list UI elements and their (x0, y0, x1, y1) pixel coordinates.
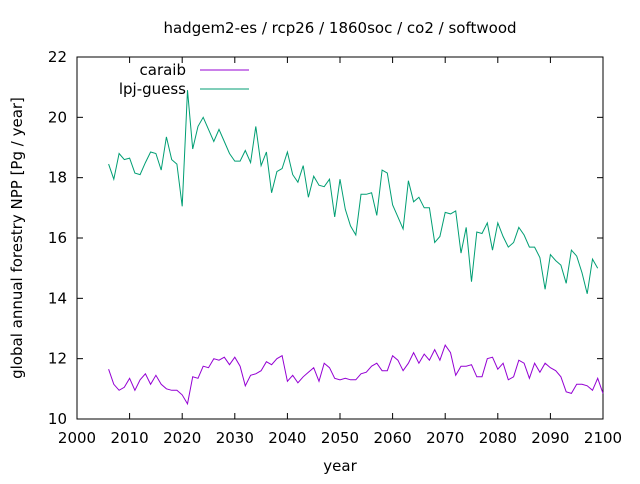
series-line-lpj-guess (108, 90, 599, 294)
x-tick-label: 2080 (479, 429, 517, 447)
legend-label-caraib: caraib (140, 61, 187, 79)
y-tick-label: 20 (48, 108, 67, 126)
axes: 2000 2010 2020 2030 2040 2050 2060 2070 2080 2090… (48, 48, 622, 447)
x-tick-label: 2050 (321, 429, 359, 447)
y-tick-label: 10 (48, 410, 67, 428)
legend-label-lpj-guess: lpj-guess (119, 80, 186, 98)
x-tick-label: 2090 (531, 429, 569, 447)
y-tick-label: 14 (48, 289, 67, 307)
y-tick-label: 18 (48, 169, 67, 187)
series-line-caraib (108, 344, 604, 406)
x-tick-label: 2020 (163, 429, 201, 447)
y-axis-label: global annual forestry NPP [Pg / year] (8, 97, 26, 379)
chart-title: hadgem2-es / rcp26 / 1860soc / co2 / sof… (163, 19, 516, 37)
x-tick-label: 2030 (216, 429, 254, 447)
y-tick-label: 16 (48, 229, 67, 247)
x-axis-label: year (323, 457, 357, 475)
plot-area (108, 90, 604, 406)
x-tick-label: 2000 (58, 429, 96, 447)
x-tick-label: 2070 (426, 429, 464, 447)
x-tick-label: 2100 (584, 429, 622, 447)
y-tick-label: 12 (48, 350, 67, 368)
x-tick-label: 2060 (374, 429, 412, 447)
x-tick-label: 2010 (111, 429, 149, 447)
x-tick-label: 2040 (268, 429, 306, 447)
y-tick-label: 22 (48, 48, 67, 66)
